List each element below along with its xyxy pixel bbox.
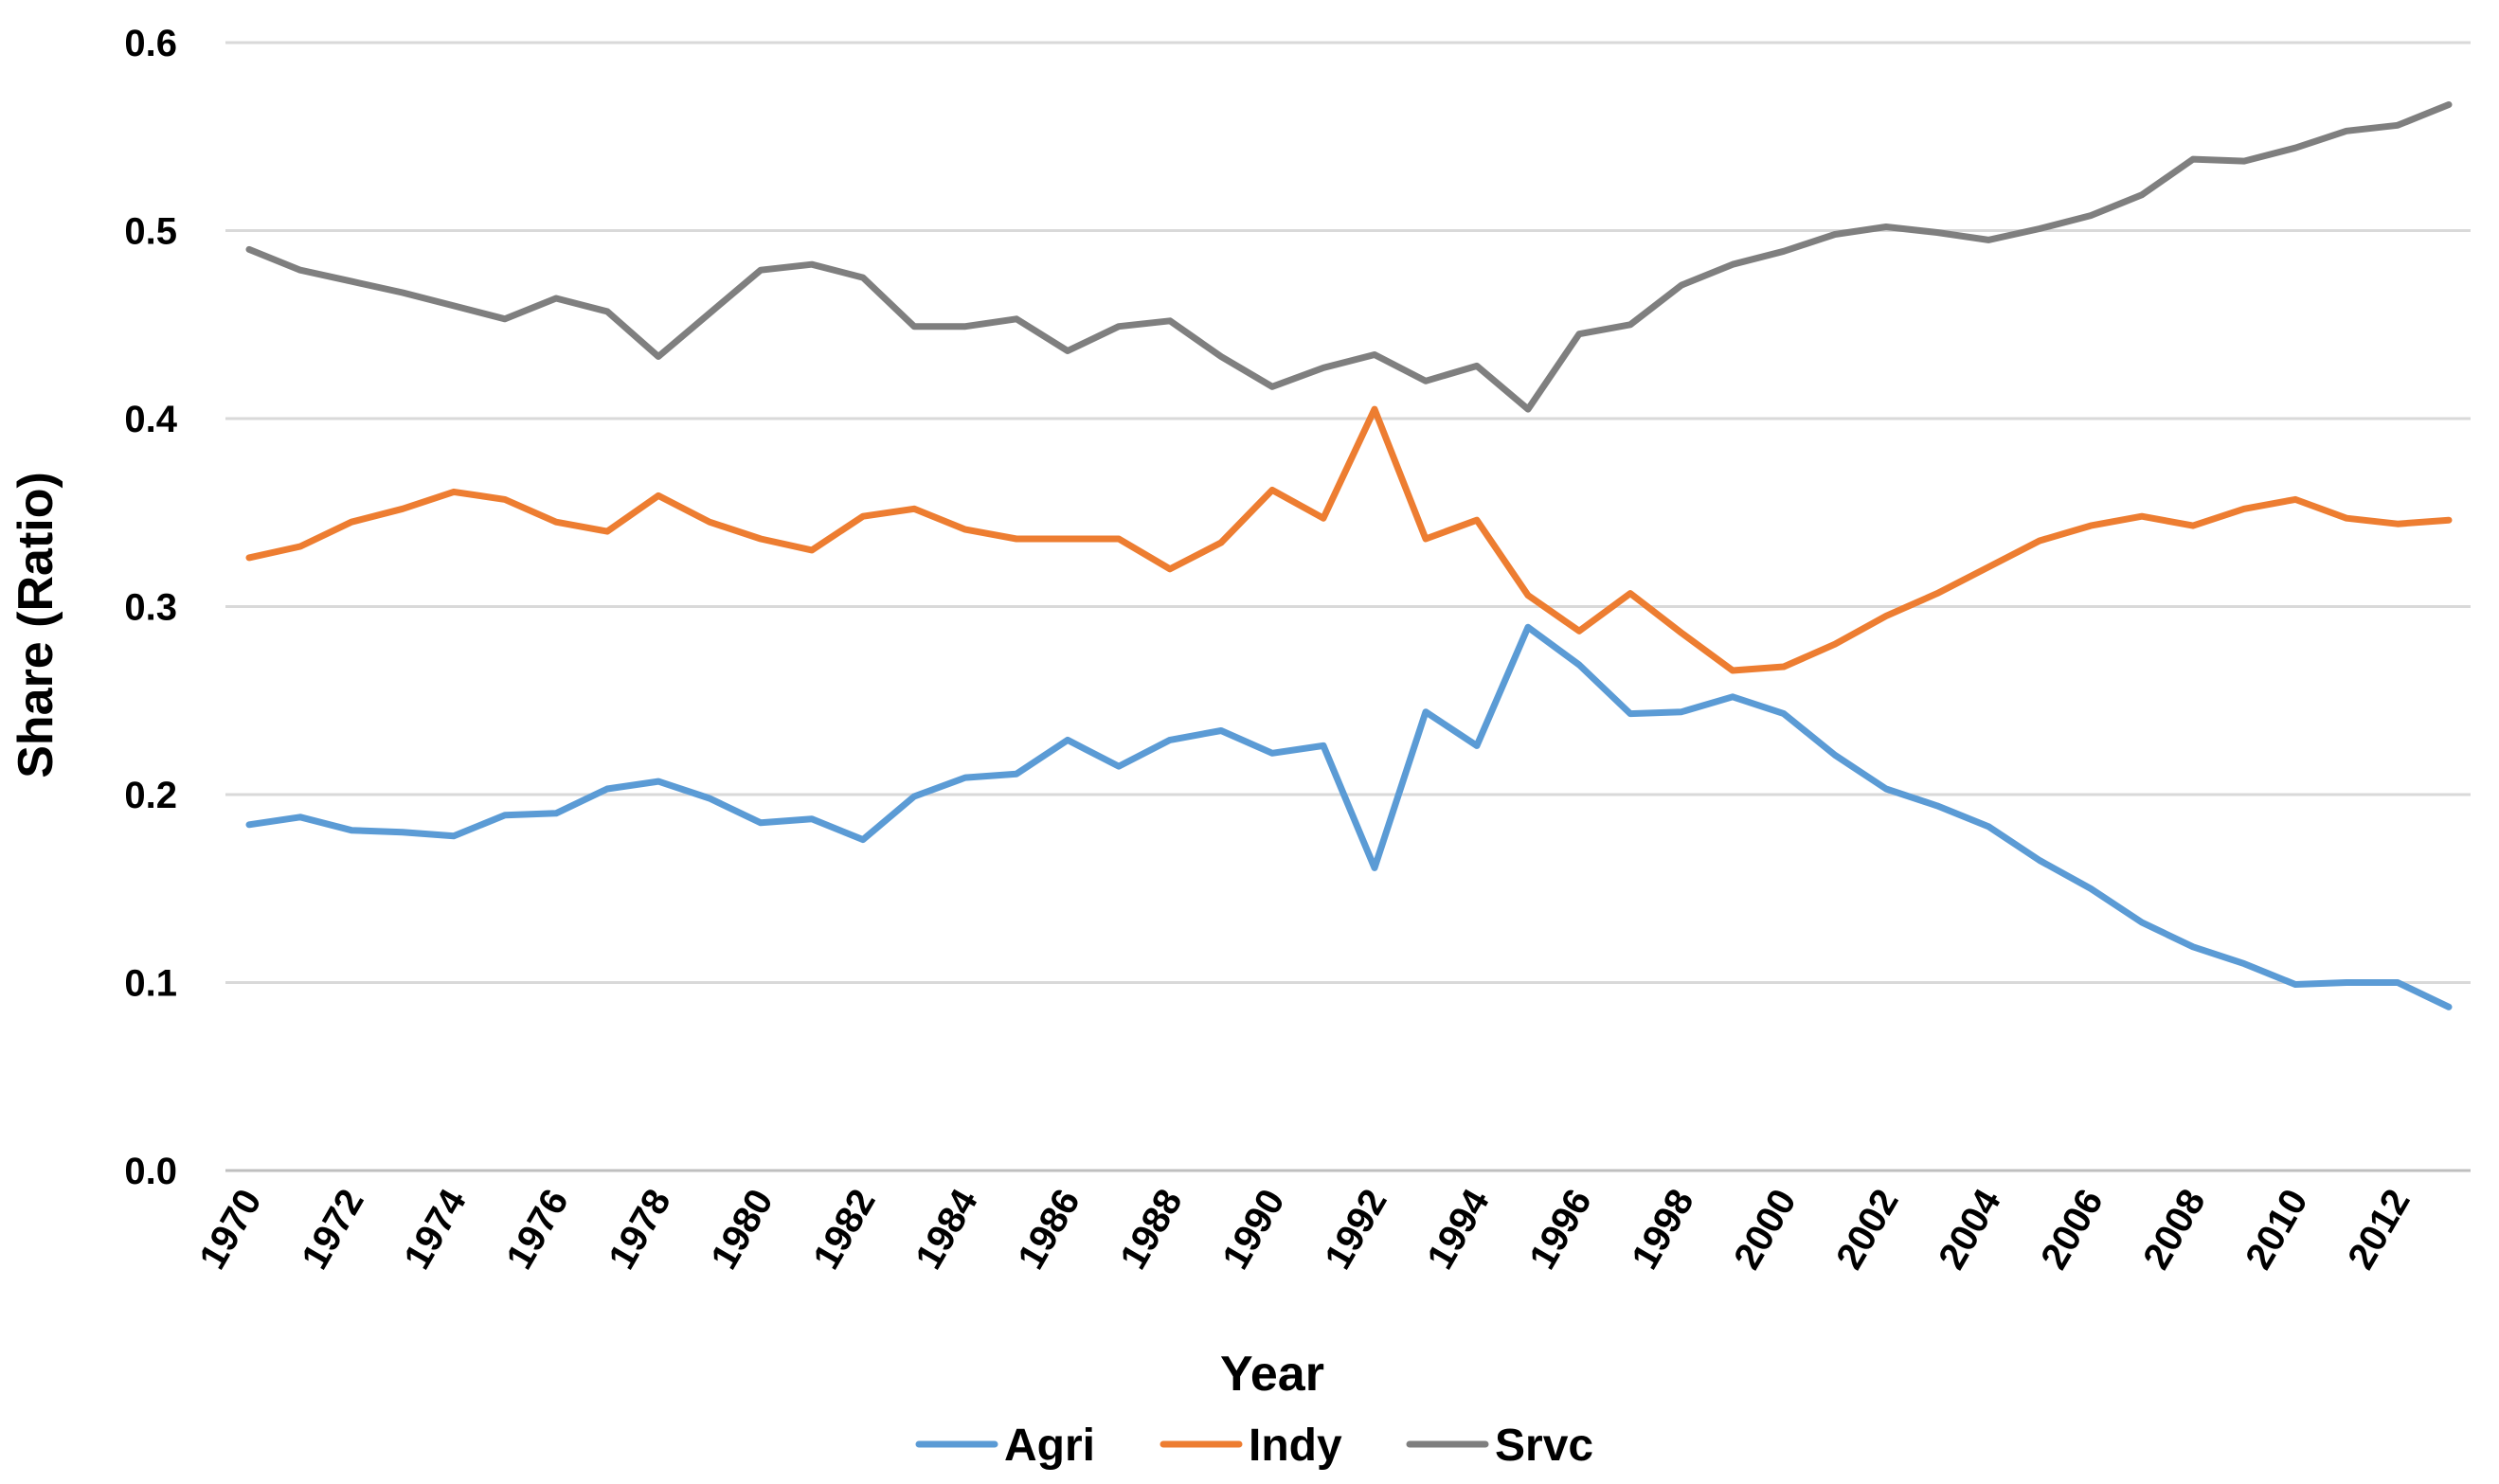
legend-label-srvc: Srvc [1495,1421,1593,1471]
y-tick-label: 0.3 [124,587,177,629]
x-tick-label: 1990 [1214,1183,1293,1277]
series-line-indy [245,405,2453,674]
x-tick-label: 2012 [2340,1183,2418,1277]
x-tick-label: 2000 [1726,1183,1805,1277]
series-line-srvc [245,101,2453,413]
x-tick-label: 2004 [1931,1182,2009,1277]
x-tick-label: 1992 [1317,1183,1395,1277]
x-tick-label: 1984 [908,1182,986,1277]
legend-label-indy: Indy [1249,1421,1342,1471]
series-line-agri [245,623,2453,1010]
legend: Agri Indy Srvc [915,1421,1593,1471]
x-tick-label: 1980 [703,1183,782,1277]
y-tick-label: 0.0 [124,1151,177,1192]
y-axis-title: Share (Ratio) [9,472,63,778]
y-axis-ticks: 0.0 0.1 0.2 0.3 0.4 0.5 0.6 [124,23,177,1192]
x-tick-label: 1978 [601,1183,679,1277]
y-tick-label: 0.5 [124,211,177,253]
y-tick-label: 0.4 [124,399,177,440]
x-tick-label: 1970 [191,1183,270,1277]
y-tick-label: 0.6 [124,23,177,64]
legend-label-agri: Agri [1004,1421,1095,1471]
x-tick-label: 1986 [1010,1183,1088,1277]
x-tick-label: 1974 [396,1182,475,1277]
y-tick-label: 0.2 [124,775,177,816]
x-tick-label: 1972 [294,1183,372,1277]
x-tick-label: 2010 [2238,1183,2316,1277]
x-tick-label: 2006 [2033,1183,2112,1277]
series-lines [245,101,2453,1010]
x-tick-label: 1994 [1419,1182,1498,1277]
x-tick-label: 1996 [1521,1183,1600,1277]
x-tick-label: 2002 [1828,1183,1907,1277]
x-tick-label: 1998 [1624,1183,1702,1277]
x-axis-ticks: 1970 1972 1974 1976 1978 1980 1982 1984 1986 1988… [191,1182,2418,1277]
gridlines [225,41,2471,1172]
y-tick-label: 0.1 [124,963,177,1005]
x-tick-label: 2008 [2135,1183,2214,1277]
x-axis-title: Year [1220,1347,1324,1402]
x-tick-label: 1988 [1112,1183,1191,1277]
x-tick-label: 1982 [805,1183,884,1277]
x-tick-label: 1976 [498,1183,577,1277]
